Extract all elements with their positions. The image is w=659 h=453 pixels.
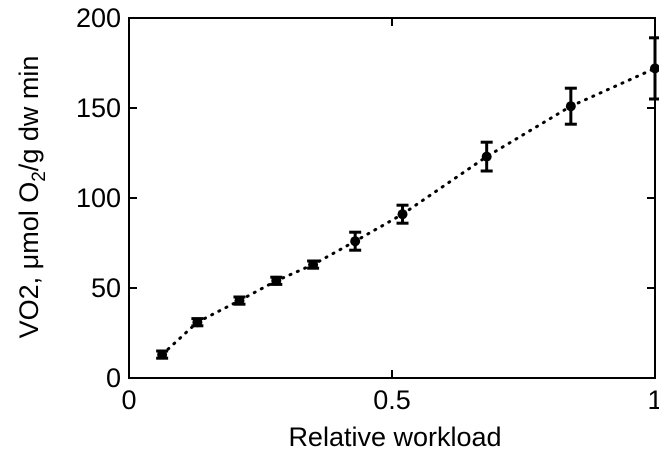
- plot-area-frame: [128, 17, 656, 379]
- fit-line: [160, 66, 657, 357]
- x-tick-label: 0: [121, 385, 136, 415]
- fit-line-layer: [160, 66, 657, 357]
- data-point: [481, 151, 492, 162]
- error-bar-layer: [156, 36, 659, 360]
- plot-frame: [128, 17, 656, 379]
- x-axis-label: Relative workload: [288, 422, 501, 448]
- data-point: [157, 349, 168, 360]
- y-axis-label-prefix: VO2, μmol O: [14, 182, 44, 339]
- y-tick-label: 150: [76, 93, 121, 123]
- data-point: [308, 259, 319, 270]
- data-point: [350, 236, 361, 247]
- data-point: [650, 63, 659, 74]
- data-point: [234, 295, 245, 306]
- axis-ticks-layer: 0 50 100 150 200 0 0.5 1: [76, 3, 659, 415]
- y-axis-label-suffix: /g dw min: [14, 56, 44, 172]
- data-point: [192, 317, 203, 328]
- y-tick-label: 0: [106, 363, 121, 393]
- y-tick-label: 200: [76, 3, 121, 33]
- x-tick-label: 0.5: [373, 385, 411, 415]
- y-tick-label: 50: [91, 273, 121, 303]
- data-point-layer: [157, 63, 659, 360]
- y-tick-label: 100: [76, 183, 121, 213]
- data-point: [397, 209, 408, 220]
- data-point: [565, 101, 576, 112]
- y-axis-label: VO2, μmol O2/g dw min: [14, 56, 50, 339]
- y-axis-label-subscript: 2: [29, 171, 50, 182]
- x-tick-label: 1: [647, 385, 659, 415]
- data-point: [271, 275, 282, 286]
